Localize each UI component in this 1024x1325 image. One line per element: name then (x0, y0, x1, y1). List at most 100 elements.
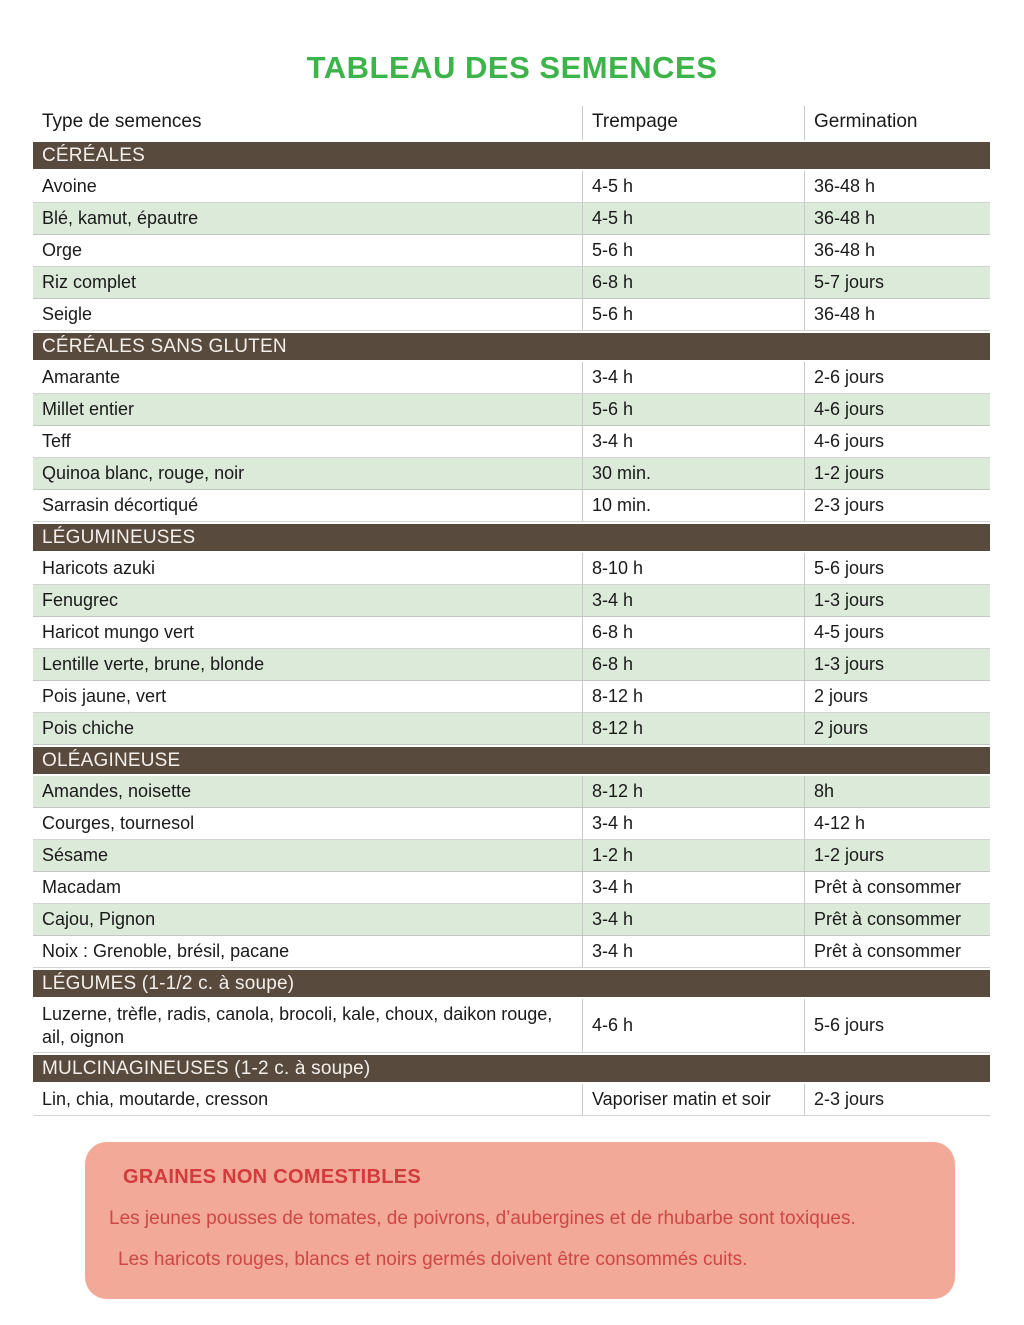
page-title: TABLEAU DES SEMENCES (306, 50, 718, 85)
cell-type: Luzerne, trèfle, radis, canola, brocoli,… (33, 999, 583, 1052)
cell-germination: 36-48 h (814, 304, 876, 325)
table-row: Macadam 3-4 h Prêt à consommer (33, 872, 990, 904)
table-row: Orge 5-6 h 36-48 h (33, 235, 990, 267)
cell-type: Pois jaune, vert (33, 681, 583, 712)
cell-trempage: 3-4 h (583, 362, 805, 393)
section-header: LÉGUMES (1-1/2 c. à soupe) (33, 970, 990, 997)
column-header-trempage: Trempage (583, 106, 805, 140)
section-label: LÉGUMINEUSES (42, 527, 196, 548)
column-header-type: Type de semences (33, 106, 583, 140)
cell-trempage: 3-4 h (583, 426, 805, 457)
cell-type: Courges, tournesol (33, 808, 583, 839)
warning-title: GRAINES NON COMESTIBLES (123, 1166, 422, 1188)
cell-germination: 8h (814, 781, 835, 802)
section-label: OLÉAGINEUSE (42, 750, 181, 771)
section-header: CÉRÉALES SANS GLUTEN (33, 333, 990, 360)
cell-trempage: 3-4 h (583, 936, 805, 967)
cell-type: Orge (33, 235, 583, 266)
table-row: Blé, kamut, épautre 4-5 h 36-48 h (33, 203, 990, 235)
table-row: Sésame 1-2 h 1-2 jours (33, 840, 990, 872)
cell-germination: 4-6 jours (814, 431, 885, 452)
table-row: Millet entier 5-6 h 4-6 jours (33, 394, 990, 426)
warning-line: Les haricots rouges, blancs et noirs ger… (118, 1249, 748, 1270)
cell-type: Lentille verte, brune, blonde (33, 649, 583, 680)
table-row: Pois chiche 8-12 h 2 jours (33, 713, 990, 745)
cell-trempage: 3-4 h (583, 808, 805, 839)
cell-germination: 2-3 jours (814, 495, 885, 516)
cell-germination: Prêt à consommer (814, 909, 962, 930)
cell-type: Amarante (33, 362, 583, 393)
cell-type: Avoine (33, 171, 583, 202)
cell-trempage: 8-12 h (583, 776, 805, 807)
table-row: Avoine 4-5 h 36-48 h (33, 171, 990, 203)
cell-type: Haricot mungo vert (33, 617, 583, 648)
cell-type: Fenugrec (33, 585, 583, 616)
cell-type: Seigle (33, 299, 583, 330)
semences-table: Type de semences Trempage Germination CÉ… (33, 106, 990, 1116)
cell-germination: 1-3 jours (814, 654, 885, 675)
table-row: Sarrasin décortiqué 10 min. 2-3 jours (33, 490, 990, 522)
cell-germination: 1-3 jours (814, 590, 885, 611)
cell-trempage: 6-8 h (583, 267, 805, 298)
cell-germination: 4-6 jours (814, 399, 885, 420)
section-header: CÉRÉALES (33, 142, 990, 169)
cell-type: Cajou, Pignon (33, 904, 583, 935)
table-row: Haricot mungo vert 6-8 h 4-5 jours (33, 617, 990, 649)
cell-germination: 5-7 jours (814, 272, 885, 293)
table-row: Quinoa blanc, rouge, noir 30 min. 1-2 jour… (33, 458, 990, 490)
cell-germination: 5-6 jours (814, 1015, 885, 1036)
cell-trempage: 5-6 h (583, 394, 805, 425)
cell-trempage: Vaporiser matin et soir (583, 1084, 805, 1115)
cell-type: Lin, chia, moutarde, cresson (33, 1084, 583, 1115)
cell-germination: 2 jours (814, 686, 869, 707)
cell-type: Haricots azuki (33, 553, 583, 584)
cell-germination: Prêt à consommer (814, 941, 962, 962)
cell-trempage: 6-8 h (583, 649, 805, 680)
section-label: CÉRÉALES (42, 145, 145, 166)
cell-type: Macadam (33, 872, 583, 903)
table-row: Noix : Grenoble, brésil, pacane 3-4 h Prêt… (33, 936, 990, 968)
section-header: OLÉAGINEUSE (33, 747, 990, 774)
section-label: CÉRÉALES SANS GLUTEN (42, 336, 287, 357)
table-row: Lin, chia, moutarde, cresson Vaporiser ma… (33, 1084, 990, 1116)
cell-germination: 1-2 jours (814, 845, 885, 866)
table-row: Teff 3-4 h 4-6 jours (33, 426, 990, 458)
cell-trempage: 4-5 h (583, 203, 805, 234)
cell-type: Riz complet (33, 267, 583, 298)
table-header-row: Type de semences Trempage Germination (33, 106, 990, 140)
cell-type: Quinoa blanc, rouge, noir (33, 458, 583, 489)
cell-trempage: 10 min. (583, 490, 805, 521)
cell-trempage: 4-5 h (583, 171, 805, 202)
table-row: Cajou, Pignon 3-4 h Prêt à consommer (33, 904, 990, 936)
cell-germination: 36-48 h (814, 240, 876, 261)
cell-trempage: 4-6 h (583, 999, 805, 1052)
table-row: Luzerne, trèfle, radis, canola, brocoli,… (33, 999, 990, 1053)
cell-trempage: 8-12 h (583, 681, 805, 712)
cell-type: Sarrasin décortiqué (33, 490, 583, 521)
table-row: Haricots azuki 8-10 h 5-6 jours (33, 553, 990, 585)
cell-type: Teff (33, 426, 583, 457)
cell-germination: 2 jours (814, 718, 869, 739)
cell-type: Noix : Grenoble, brésil, pacane (33, 936, 583, 967)
table-row: Amandes, noisette 8-12 h 8h (33, 776, 990, 808)
table-row: Pois jaune, vert 8-12 h 2 jours (33, 681, 990, 713)
cell-type: Amandes, noisette (33, 776, 583, 807)
section-header: MULCINAGINEUSES (1-2 c. à soupe) (33, 1055, 990, 1082)
cell-germination: 1-2 jours (814, 463, 885, 484)
section-header: LÉGUMINEUSES (33, 524, 990, 551)
cell-germination: Prêt à consommer (814, 877, 962, 898)
warning-box: GRAINES NON COMESTIBLES Les jeunes pouss… (85, 1142, 955, 1299)
cell-trempage: 3-4 h (583, 872, 805, 903)
cell-trempage: 3-4 h (583, 585, 805, 616)
cell-trempage: 1-2 h (583, 840, 805, 871)
section-label: LÉGUMES (1-1/2 c. à soupe) (42, 973, 295, 994)
cell-germination: 36-48 h (814, 208, 876, 229)
cell-germination: 4-12 h (814, 813, 866, 834)
cell-type: Blé, kamut, épautre (33, 203, 583, 234)
table-row: Courges, tournesol 3-4 h 4-12 h (33, 808, 990, 840)
cell-trempage: 5-6 h (583, 299, 805, 330)
cell-germination: 5-6 jours (814, 558, 885, 579)
cell-trempage: 5-6 h (583, 235, 805, 266)
table-row: Riz complet 6-8 h 5-7 jours (33, 267, 990, 299)
warning-line: Les jeunes pousses de tomates, de poivro… (109, 1208, 856, 1229)
